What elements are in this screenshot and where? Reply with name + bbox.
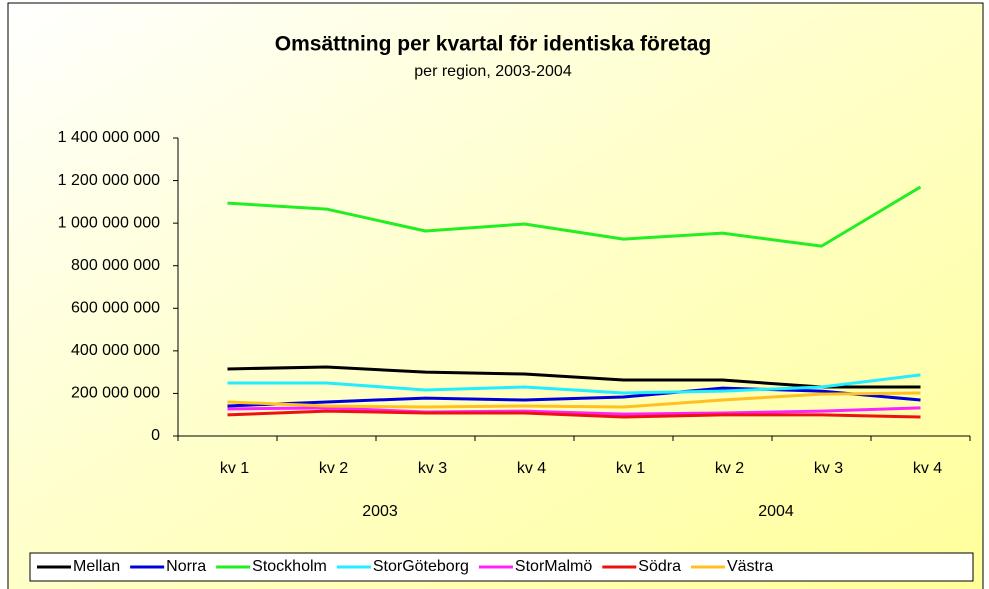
- y-tick-label: 400 000 000: [71, 342, 160, 359]
- series-line: [227, 391, 921, 409]
- series-line: [227, 386, 921, 408]
- chart-subtitle: per region, 2003-2004: [414, 63, 572, 80]
- x-tick-label: kv 3: [418, 460, 447, 477]
- x-tick-label: kv 4: [517, 460, 546, 477]
- x-group-label: 2003: [362, 503, 398, 520]
- legend-label: Stockholm: [252, 558, 327, 575]
- x-group-label: 2004: [758, 503, 794, 520]
- legend-label: Södra: [638, 558, 681, 575]
- legend-label: StorMalmö: [515, 558, 592, 575]
- legend-label: StorGöteborg: [373, 558, 469, 575]
- y-tick-label: 1 000 000 000: [58, 214, 160, 231]
- x-tick-label: kv 2: [715, 460, 744, 477]
- series-line: [227, 406, 921, 416]
- series-line: [227, 409, 921, 419]
- chart-area: [7, 2, 984, 589]
- series-line: [227, 365, 921, 389]
- x-tick-label: kv 1: [616, 460, 645, 477]
- legend-label: Norra: [166, 558, 206, 575]
- series-line: [227, 373, 921, 395]
- y-tick-label: 200 000 000: [71, 385, 160, 402]
- y-tick-label: 600 000 000: [71, 300, 160, 317]
- y-tick-label: 800 000 000: [71, 257, 160, 274]
- chart-title: Omsättning per kvartal för identiska för…: [275, 33, 711, 56]
- x-tick-label: kv 1: [220, 460, 249, 477]
- legend-label: Mellan: [73, 558, 120, 575]
- legend-label: Västra: [727, 558, 773, 575]
- x-tick-label: kv 2: [319, 460, 348, 477]
- y-tick-label: 1 200 000 000: [58, 172, 160, 189]
- x-tick-label: kv 4: [913, 460, 942, 477]
- y-tick-label: 1 400 000 000: [58, 129, 160, 146]
- y-tick-label: 0: [151, 427, 160, 444]
- series-line: [227, 185, 922, 248]
- x-tick-label: kv 3: [814, 460, 843, 477]
